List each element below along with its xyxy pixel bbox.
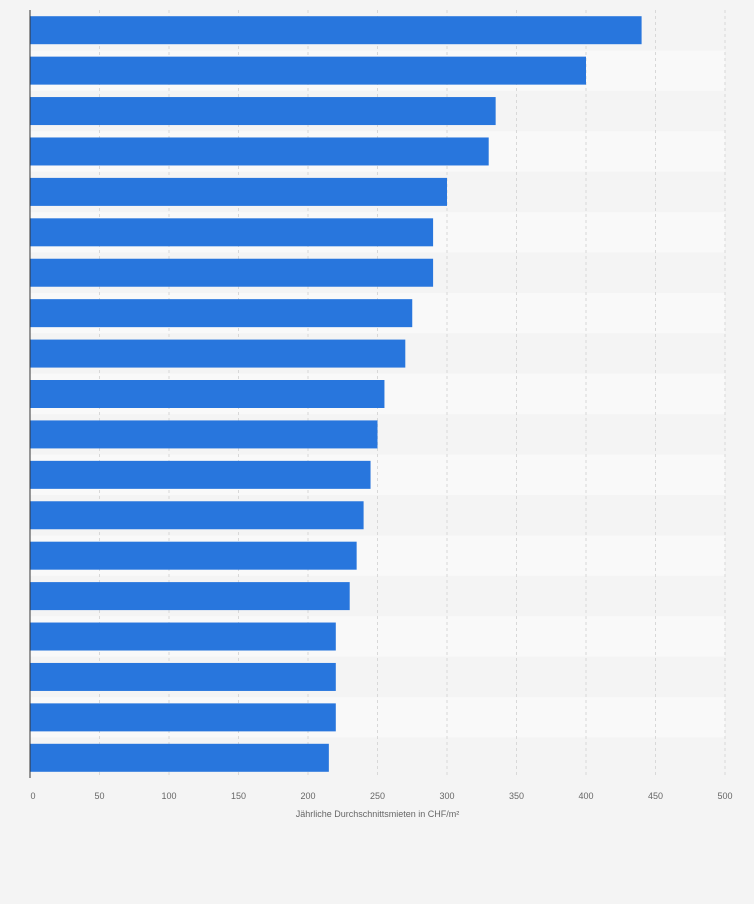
x-tick-label: 400	[578, 791, 593, 801]
bar	[30, 501, 364, 530]
bar	[30, 339, 406, 368]
x-tick-label: 150	[231, 791, 246, 801]
bar	[30, 258, 434, 287]
x-tick-label: 450	[648, 791, 663, 801]
bar	[30, 460, 371, 489]
x-tick-label: 350	[509, 791, 524, 801]
bar	[30, 622, 336, 651]
bar	[30, 541, 357, 570]
x-tick-label: 0	[30, 791, 35, 801]
bar	[30, 662, 336, 691]
x-tick-label: 100	[161, 791, 176, 801]
bar	[30, 743, 329, 772]
x-tick-label: 250	[370, 791, 385, 801]
bar	[30, 703, 336, 732]
x-tick-label: 200	[300, 791, 315, 801]
bar	[30, 380, 385, 408]
x-tick-label: 300	[439, 791, 454, 801]
x-tick-label: 50	[94, 791, 104, 801]
bar	[30, 56, 586, 85]
bar	[30, 16, 642, 45]
bar	[30, 218, 434, 247]
x-tick-label: 500	[717, 791, 732, 801]
bar	[30, 137, 489, 166]
x-tick-labels: 0 50 100 150 200 250 300 350 400 450 500	[30, 791, 732, 801]
bar	[30, 177, 447, 206]
bar	[30, 582, 350, 611]
bar	[30, 97, 496, 126]
bars	[30, 16, 642, 772]
x-axis-label: Jährliche Durchschnittsmieten in CHF/m²	[296, 809, 460, 819]
bar	[30, 420, 378, 449]
bar	[30, 299, 413, 328]
